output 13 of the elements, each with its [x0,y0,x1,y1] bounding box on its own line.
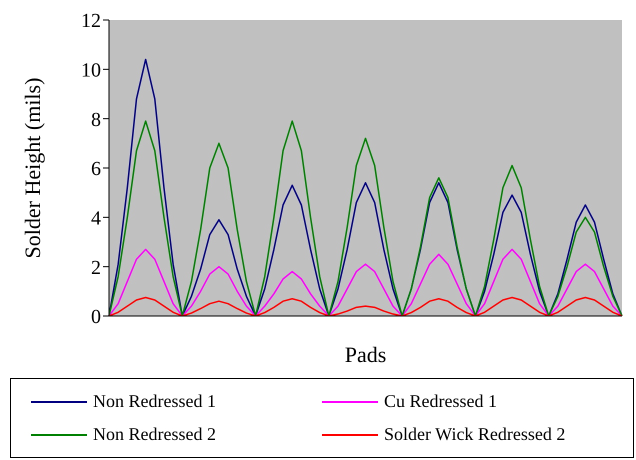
legend-label: Solder Wick Redressed 2 [384,424,566,445]
y-tick-label: 4 [91,207,101,230]
y-tick-label: 0 [91,306,101,328]
y-tick-label: 6 [91,158,101,180]
y-tick-label: 10 [81,59,101,82]
y-tick-label: 12 [81,10,101,32]
y-tick-label: 8 [91,108,101,131]
legend-label: Non Redressed 2 [93,424,216,445]
y-axis-title: Solder Height (mils) [20,78,45,258]
legend-label: Cu Redressed 1 [384,391,497,412]
legend-label: Non Redressed 1 [93,391,216,412]
y-tick-label: 2 [91,256,101,279]
x-axis-title: Pads [344,342,386,367]
